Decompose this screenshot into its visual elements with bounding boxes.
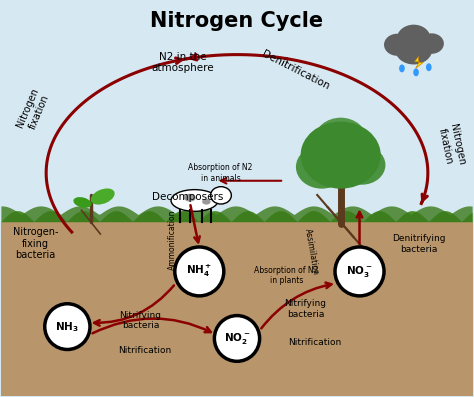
Text: Absorption of N2
in plants: Absorption of N2 in plants bbox=[254, 266, 319, 285]
Text: Denitrifying
bacteria: Denitrifying bacteria bbox=[392, 234, 445, 254]
Circle shape bbox=[395, 33, 433, 64]
Text: Nitrifying
bacteria: Nitrifying bacteria bbox=[119, 311, 162, 330]
Ellipse shape bbox=[91, 189, 115, 204]
Ellipse shape bbox=[214, 316, 260, 361]
Text: $\mathregular{NH_3}$: $\mathregular{NH_3}$ bbox=[55, 320, 79, 333]
Circle shape bbox=[419, 33, 444, 54]
Ellipse shape bbox=[202, 198, 210, 204]
Text: Nitrogen Cycle: Nitrogen Cycle bbox=[150, 11, 324, 31]
Text: Nitrification: Nitrification bbox=[118, 346, 172, 355]
Polygon shape bbox=[1, 206, 473, 222]
Text: $\mathregular{NO_2^-}$: $\mathregular{NO_2^-}$ bbox=[224, 331, 250, 346]
Ellipse shape bbox=[335, 247, 384, 296]
Text: N2 in the
atmosphere: N2 in the atmosphere bbox=[152, 52, 214, 73]
Text: $\mathregular{NH_4^+}$: $\mathregular{NH_4^+}$ bbox=[186, 263, 212, 279]
Text: $\mathregular{NO_3^-}$: $\mathregular{NO_3^-}$ bbox=[346, 264, 373, 279]
Circle shape bbox=[315, 118, 366, 161]
Ellipse shape bbox=[426, 63, 432, 71]
Text: Assimilation: Assimilation bbox=[303, 228, 320, 276]
Ellipse shape bbox=[45, 304, 90, 349]
Text: Nitrification: Nitrification bbox=[288, 338, 341, 347]
Circle shape bbox=[384, 34, 410, 56]
Text: Nitrogen-
fixing
bacteria: Nitrogen- fixing bacteria bbox=[13, 227, 58, 260]
Circle shape bbox=[210, 187, 231, 204]
Text: Nitrifying
bacteria: Nitrifying bacteria bbox=[284, 299, 326, 318]
Polygon shape bbox=[415, 57, 423, 68]
Ellipse shape bbox=[413, 68, 419, 76]
Ellipse shape bbox=[73, 197, 91, 208]
Text: Decomposers: Decomposers bbox=[152, 191, 223, 202]
Text: Nitrogen
fixation: Nitrogen fixation bbox=[437, 123, 466, 168]
Circle shape bbox=[301, 121, 381, 189]
Ellipse shape bbox=[399, 64, 405, 72]
Circle shape bbox=[397, 25, 431, 53]
Ellipse shape bbox=[175, 247, 224, 296]
Ellipse shape bbox=[171, 190, 218, 211]
Text: Nitrogen
fixation: Nitrogen fixation bbox=[15, 86, 52, 133]
Bar bbox=[1, 222, 473, 396]
Text: Denitrification: Denitrification bbox=[260, 49, 331, 92]
Circle shape bbox=[338, 145, 385, 185]
Text: Ammonification: Ammonification bbox=[167, 210, 176, 270]
Bar bbox=[1, 1, 473, 222]
Text: Absorption of N2
in animals: Absorption of N2 in animals bbox=[188, 163, 253, 183]
Ellipse shape bbox=[184, 194, 196, 202]
Polygon shape bbox=[1, 211, 473, 222]
Circle shape bbox=[296, 145, 348, 189]
